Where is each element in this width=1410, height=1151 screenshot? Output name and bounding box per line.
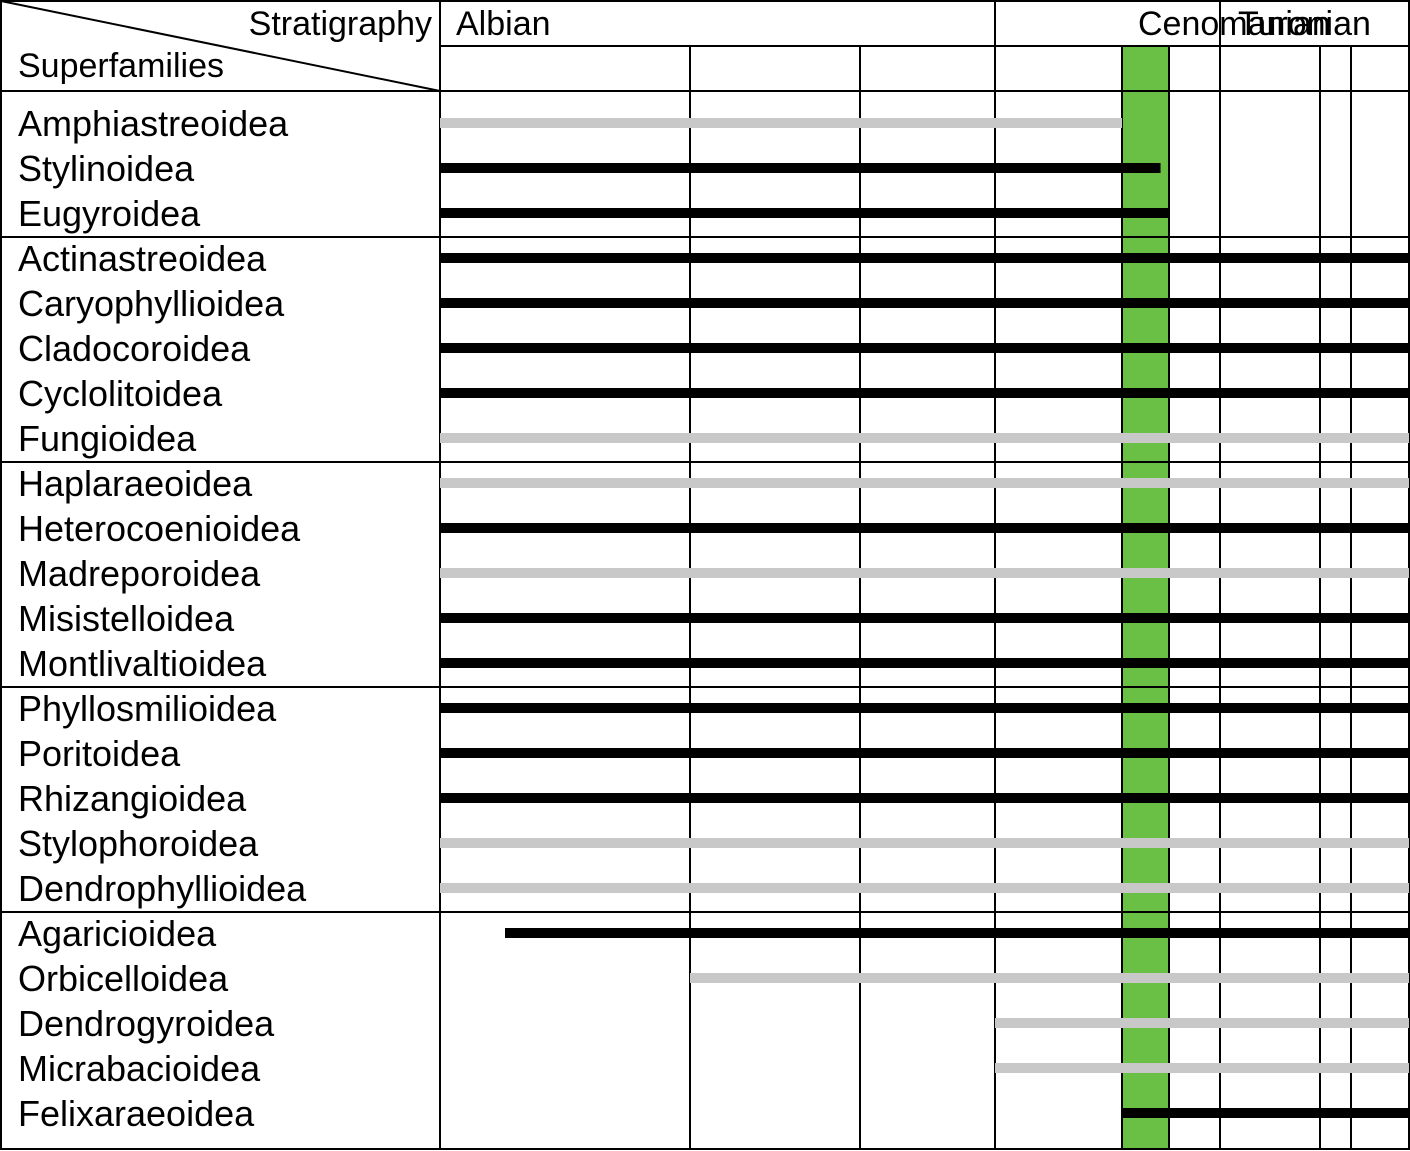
- superfamily-label: Misistelloidea: [18, 598, 235, 639]
- corner-label-superfamilies: Superfamilies: [18, 47, 224, 85]
- corner-diagonal: [0, 0, 441, 92]
- stage-label: Cenomanian: [1138, 5, 1331, 43]
- superfamily-label: Amphiastreoidea: [18, 103, 289, 144]
- superfamily-label: Agaricioidea: [18, 913, 217, 954]
- superfamily-label: Montlivaltioidea: [18, 643, 267, 684]
- superfamily-label: Madreporoidea: [18, 553, 261, 594]
- superfamily-label: Felixaraeoidea: [18, 1093, 255, 1134]
- superfamily-label: Actinastreoidea: [18, 238, 267, 279]
- superfamily-label: Micrabacioidea: [18, 1048, 261, 1089]
- corner-label-stratigraphy: Stratigraphy: [249, 5, 432, 43]
- highlight-band-layer: [1121, 45, 1170, 1150]
- highlight-band: [1121, 45, 1170, 1150]
- superfamily-label: Eugyroidea: [18, 193, 201, 234]
- superfamily-label: Poritoidea: [18, 733, 181, 774]
- superfamily-label: Rhizangioidea: [18, 778, 247, 819]
- superfamily-label: Caryophyllioidea: [18, 283, 285, 324]
- stage-label: Turonian: [1238, 5, 1371, 43]
- superfamily-label: Stylophoroidea: [18, 823, 259, 864]
- superfamily-label: Fungioidea: [18, 418, 197, 459]
- superfamily-label: Dendrogyroidea: [18, 1003, 275, 1044]
- superfamily-label: Heterocoenioidea: [18, 508, 301, 549]
- range-bars-layer: [440, 118, 1409, 1118]
- superfamily-label: Orbicelloidea: [18, 958, 229, 999]
- superfamily-label: Cladocoroidea: [18, 328, 251, 369]
- stage-label: Albian: [456, 5, 551, 43]
- superfamily-label: Dendrophyllioidea: [18, 868, 307, 909]
- superfamily-label: Haplaraeoidea: [18, 463, 253, 504]
- text-layer: Stratigraphy Superfamilies Albian Cenoman…: [18, 5, 1371, 1134]
- superfamily-label: Cyclolitoidea: [18, 373, 223, 414]
- superfamily-label: Phyllosmilioidea: [18, 688, 277, 729]
- superfamily-label: Stylinoidea: [18, 148, 195, 189]
